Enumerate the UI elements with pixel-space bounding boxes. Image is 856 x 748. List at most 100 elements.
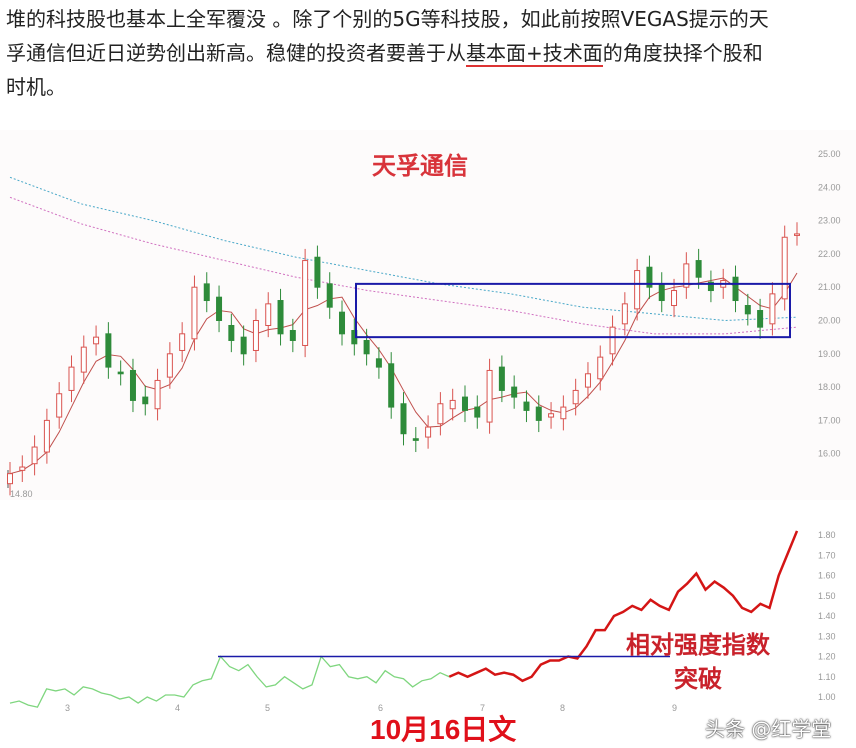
rs-tick-label: 1.20 xyxy=(818,652,836,662)
article-link[interactable]: 基本面+技术面 xyxy=(466,41,603,67)
ma-short-line xyxy=(9,272,798,475)
watermark: 头条 @红学堂 xyxy=(705,717,832,741)
candle-body xyxy=(683,263,690,288)
rs-line-breakout xyxy=(448,530,799,683)
candle-body xyxy=(609,326,616,355)
price-tick-label: 25.00 xyxy=(818,149,841,159)
candle-body xyxy=(695,260,702,278)
price-tick-label: 16.00 xyxy=(818,449,841,459)
candle-body xyxy=(388,363,395,408)
rs-tick-label: 1.60 xyxy=(818,571,836,581)
x-tick-label: 8 xyxy=(560,703,565,713)
candle-body xyxy=(363,339,370,355)
x-tick-label: 4 xyxy=(175,703,180,713)
article-text: 的角度抉择个股和 xyxy=(602,41,763,65)
candle-body xyxy=(154,379,161,410)
price-tick-label: 17.00 xyxy=(818,415,841,425)
candle-body xyxy=(19,466,26,471)
rs-tick-label: 1.80 xyxy=(818,530,836,540)
candle-body xyxy=(769,293,776,325)
rs-tick-label: 1.10 xyxy=(818,672,836,682)
candle-body xyxy=(191,286,198,340)
candle-body xyxy=(68,366,75,391)
article-text: 孚通信但近日逆势创出新高。稳健的投资者要善于从 xyxy=(6,41,466,65)
candle-body xyxy=(535,406,542,421)
candle-body xyxy=(31,446,38,465)
x-tick-label: 5 xyxy=(265,703,270,713)
candle-body xyxy=(584,373,591,388)
price-tick-label: 23.00 xyxy=(818,216,841,226)
rs-tick-label: 1.50 xyxy=(818,591,836,601)
x-tick-label: 3 xyxy=(65,703,70,713)
candle-body xyxy=(80,346,87,373)
candle-body xyxy=(117,371,124,375)
candle-body xyxy=(560,406,567,420)
candle-body xyxy=(425,426,432,438)
rs-annotation: 相对强度指数 突破 xyxy=(626,628,770,696)
candle-body xyxy=(671,290,678,307)
annotation-line-2: 突破 xyxy=(674,665,722,693)
candle-body xyxy=(412,438,419,441)
candle-body xyxy=(277,300,284,335)
candle-body xyxy=(252,320,259,351)
candle-body xyxy=(658,283,665,302)
x-tick-label: 6 xyxy=(378,703,383,713)
candle-body xyxy=(142,396,149,405)
price-tick-label: 24.00 xyxy=(818,182,841,192)
candle-body xyxy=(486,369,493,423)
candle-body xyxy=(781,236,788,300)
candle-body xyxy=(105,333,112,368)
candle-body xyxy=(289,329,296,341)
candle-body xyxy=(216,296,223,322)
candle-body xyxy=(326,283,333,308)
candle-body xyxy=(265,303,272,326)
candle-body xyxy=(794,233,800,236)
low-price-label: 14.80 xyxy=(10,489,33,499)
x-tick-label: 9 xyxy=(672,703,677,713)
candle-body xyxy=(56,393,63,418)
candle-body xyxy=(228,324,235,341)
candle-body xyxy=(302,260,309,346)
candle-body xyxy=(474,406,481,418)
candle-body xyxy=(7,473,13,485)
consolidation-box xyxy=(355,282,791,339)
candle-body xyxy=(744,305,751,315)
candle-body xyxy=(461,396,468,411)
price-tick-label: 21.00 xyxy=(818,282,841,292)
candle-body xyxy=(548,413,555,418)
article-paragraph: 堆的科技股也基本上全军覆没 。除了个别的5G等科技股，如此前按照VEGAS提示的… xyxy=(6,2,856,104)
candle-body xyxy=(129,369,136,401)
price-tick-label: 18.00 xyxy=(818,382,841,392)
price-tick-label: 19.00 xyxy=(818,349,841,359)
candle-body xyxy=(449,399,456,410)
candle-body xyxy=(498,366,505,391)
candle-body xyxy=(437,403,444,425)
chart-title: 天孚通信 xyxy=(372,152,468,180)
candle-body xyxy=(597,356,604,380)
article-line-2: 孚通信但近日逆势创出新高。稳健的投资者要善于从基本面+技术面的角度抉择个股和 xyxy=(6,36,856,70)
candle-body xyxy=(572,389,579,405)
candle-body xyxy=(634,270,641,310)
article-line-3: 时机。 xyxy=(6,75,66,99)
article-line-1: 堆的科技股也基本上全军覆没 。除了个别的5G等科技股，如此前按照VEGAS提示的… xyxy=(6,7,769,31)
candle-body xyxy=(240,336,247,355)
candle-body xyxy=(523,401,530,411)
candle-body xyxy=(93,336,100,345)
candle-body xyxy=(511,386,518,398)
candle-body xyxy=(757,310,764,328)
candle-body xyxy=(314,256,321,288)
rs-line-before xyxy=(9,655,450,708)
candle-body xyxy=(732,276,739,302)
ma-long-cyan-line xyxy=(9,176,798,322)
candle-body xyxy=(375,358,382,368)
candle-body xyxy=(179,333,186,351)
candle-body xyxy=(166,353,173,378)
candle-body xyxy=(400,403,407,435)
annotation-line-1: 相对强度指数 xyxy=(626,631,770,659)
candle-body xyxy=(203,283,210,302)
rs-tick-label: 1.70 xyxy=(818,550,836,560)
rs-tick-label: 1.30 xyxy=(818,631,836,641)
rs-tick-label: 1.40 xyxy=(818,611,836,621)
candle-body xyxy=(646,266,653,288)
